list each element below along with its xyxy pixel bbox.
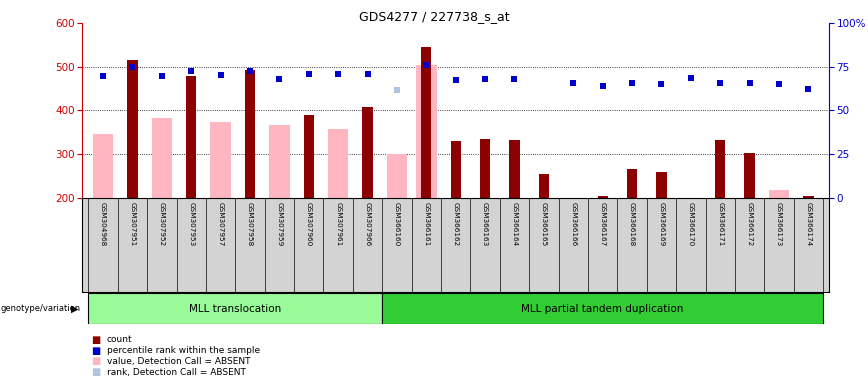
Bar (386, 154, 407, 198)
Bar (269, 125, 290, 198)
Text: GSM366161: GSM366161 (424, 202, 430, 247)
Bar (769, 190, 789, 198)
Text: GSM307952: GSM307952 (159, 202, 165, 247)
Text: GSM366173: GSM366173 (776, 202, 782, 247)
Text: ■: ■ (91, 367, 101, 377)
Text: MLL translocation: MLL translocation (189, 304, 281, 314)
Text: GSM366160: GSM366160 (394, 202, 400, 247)
Bar (745, 153, 755, 198)
Text: count: count (107, 335, 133, 344)
Text: ■: ■ (91, 356, 101, 366)
Text: percentile rank within the sample: percentile rank within the sample (107, 346, 260, 355)
Text: GSM366169: GSM366169 (659, 202, 664, 247)
Text: GSM366164: GSM366164 (511, 202, 517, 247)
Bar (245, 70, 255, 198)
Text: rank, Detection Call = ABSENT: rank, Detection Call = ABSENT (107, 367, 246, 377)
Bar (89, 293, 382, 324)
Text: GSM366166: GSM366166 (570, 202, 576, 247)
Text: GSM307960: GSM307960 (306, 202, 312, 247)
Bar (656, 172, 667, 198)
Text: GSM307961: GSM307961 (335, 202, 341, 247)
Bar (128, 60, 137, 198)
Bar (152, 118, 172, 198)
Bar (304, 115, 314, 198)
Text: GDS4277 / 227738_s_at: GDS4277 / 227738_s_at (358, 10, 510, 23)
Bar (627, 169, 637, 198)
Bar (210, 122, 231, 198)
Text: GSM366167: GSM366167 (600, 202, 606, 247)
Text: GSM366165: GSM366165 (541, 202, 547, 247)
Text: ■: ■ (91, 335, 101, 345)
Text: GSM307959: GSM307959 (276, 202, 282, 247)
Text: GSM307953: GSM307953 (188, 202, 194, 247)
Bar (382, 293, 823, 324)
Bar (93, 134, 114, 198)
Text: GSM366172: GSM366172 (746, 202, 753, 247)
Bar (803, 195, 813, 198)
Bar (421, 47, 431, 198)
Bar (539, 174, 549, 198)
Bar (186, 76, 196, 198)
Text: GSM307951: GSM307951 (129, 202, 135, 247)
Text: ▶: ▶ (70, 304, 78, 314)
Bar (416, 65, 437, 198)
Text: MLL partial tandem duplication: MLL partial tandem duplication (522, 304, 684, 314)
Bar (715, 140, 726, 198)
Bar (328, 129, 348, 198)
Text: GSM366170: GSM366170 (687, 202, 694, 247)
Text: GSM366163: GSM366163 (482, 202, 488, 247)
Text: GSM366162: GSM366162 (453, 202, 458, 247)
Text: GSM307957: GSM307957 (218, 202, 224, 247)
Text: GSM304968: GSM304968 (100, 202, 106, 247)
Text: GSM366168: GSM366168 (629, 202, 635, 247)
Text: GSM307966: GSM307966 (365, 202, 371, 247)
Text: GSM307958: GSM307958 (247, 202, 253, 247)
Bar (362, 107, 372, 198)
Text: value, Detection Call = ABSENT: value, Detection Call = ABSENT (107, 357, 250, 366)
Text: ■: ■ (91, 346, 101, 356)
Bar (480, 139, 490, 198)
Text: GSM366171: GSM366171 (717, 202, 723, 247)
Bar (510, 140, 520, 198)
Text: GSM366174: GSM366174 (806, 202, 812, 247)
Bar (450, 141, 461, 198)
Text: genotype/variation: genotype/variation (1, 304, 81, 313)
Bar (597, 195, 608, 198)
